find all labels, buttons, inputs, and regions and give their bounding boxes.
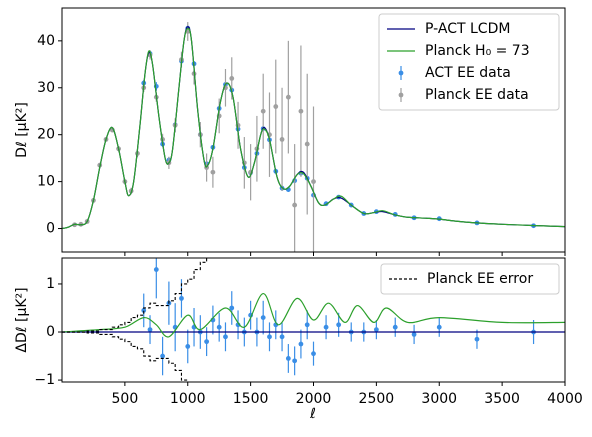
- legend-box: [378, 13, 560, 111]
- x-tick-label: 1500: [233, 391, 269, 407]
- plot-area: [62, 22, 565, 252]
- data-point: [279, 136, 285, 142]
- legend-label: Planck EE error: [427, 271, 533, 287]
- plot-area: [62, 258, 565, 382]
- x-tick-label: 2500: [359, 391, 395, 407]
- x-tick-label: 3000: [421, 391, 457, 407]
- x-tick-label: 1000: [170, 391, 206, 407]
- data-point: [260, 108, 266, 114]
- x-axis-label: ℓ: [309, 406, 316, 422]
- legend-label: Planck H₀ = 73: [425, 43, 530, 59]
- data-point: [392, 324, 398, 330]
- legend-marker: [398, 70, 404, 76]
- y-tick-label: 10: [37, 174, 55, 190]
- legend-marker: [398, 92, 404, 98]
- data-point: [373, 327, 379, 333]
- data-point: [216, 324, 222, 330]
- data-point: [298, 341, 304, 347]
- line: [62, 292, 565, 338]
- data-point: [311, 179, 316, 185]
- data-point: [160, 353, 166, 359]
- data-point: [179, 295, 184, 301]
- data-point: [229, 305, 235, 311]
- data-point: [153, 267, 159, 272]
- data-point: [185, 344, 191, 349]
- data-point: [304, 141, 310, 147]
- legend-label: Planck EE data: [425, 87, 529, 103]
- y-tick-label: 0: [46, 324, 55, 340]
- data-point: [267, 334, 272, 340]
- data-point: [292, 358, 298, 364]
- line: [62, 28, 565, 230]
- data-point: [229, 75, 235, 81]
- data-point: [273, 104, 279, 109]
- data-point: [292, 202, 298, 208]
- data-point: [411, 332, 417, 337]
- x-tick-label: 2000: [296, 391, 332, 407]
- x-tick-label: 3500: [484, 391, 520, 407]
- data-point: [285, 356, 291, 361]
- x-tick-label: 500: [112, 391, 139, 407]
- y-axis-label: ΔDℓ [μK²]: [14, 287, 30, 352]
- y-axis-label: Dℓ [μK²]: [14, 102, 30, 158]
- error-band-line: [62, 331, 189, 382]
- legend-label: P-ACT LCDM: [425, 21, 510, 37]
- y-tick-label: 0: [46, 221, 55, 237]
- error-band-line: [62, 258, 214, 333]
- data-point: [285, 94, 291, 100]
- data-point: [204, 339, 210, 345]
- y-tick-label: 1: [46, 276, 55, 292]
- data-point: [298, 108, 304, 114]
- y-tick-label: −1: [34, 372, 55, 388]
- data-point: [210, 169, 216, 175]
- legend-label: ACT EE data: [425, 65, 511, 81]
- data-point: [223, 334, 228, 340]
- axes-frame: [61, 7, 566, 253]
- data-point: [141, 307, 147, 313]
- y-tick-label: 30: [37, 80, 55, 96]
- data-point: [323, 324, 329, 330]
- data-point: [147, 327, 153, 333]
- y-tick-label: 40: [37, 33, 55, 49]
- legend-box: [380, 263, 560, 295]
- data-point: [279, 334, 285, 340]
- y-tick-label: 20: [37, 127, 55, 143]
- data-point: [474, 336, 480, 342]
- x-tick-label: 4000: [547, 391, 583, 407]
- data-point: [436, 324, 442, 330]
- data-point: [311, 351, 316, 357]
- data-point: [336, 322, 342, 328]
- data-point: [304, 322, 310, 328]
- data-point: [260, 315, 266, 320]
- axes-frame: [61, 257, 566, 383]
